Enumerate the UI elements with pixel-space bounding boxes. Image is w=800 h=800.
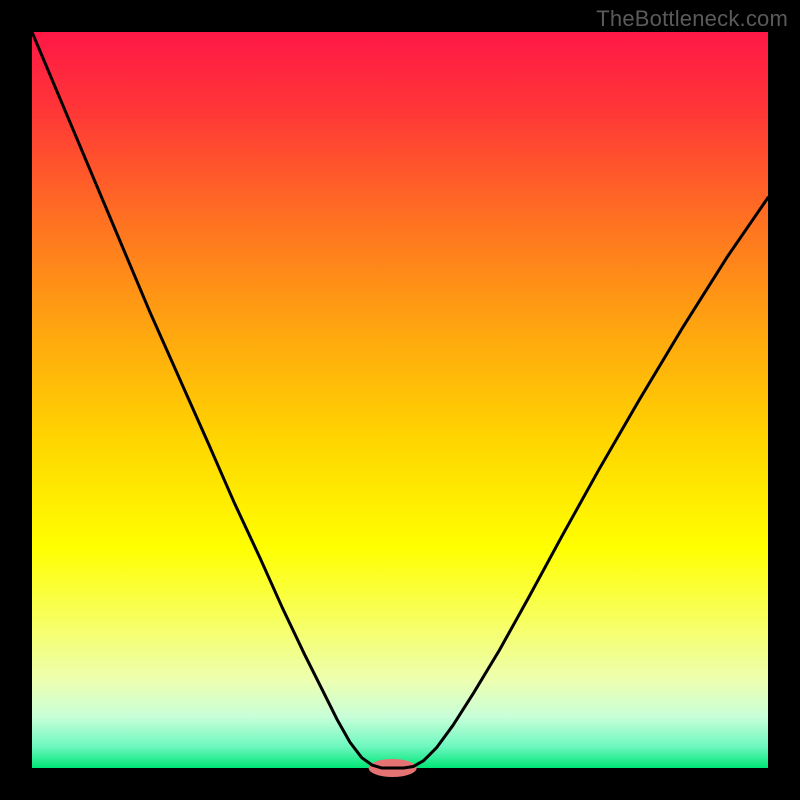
watermark-text: TheBottleneck.com [596,6,788,32]
plot-background [32,32,768,768]
bottleneck-chart [0,0,800,800]
chart-container: TheBottleneck.com [0,0,800,800]
